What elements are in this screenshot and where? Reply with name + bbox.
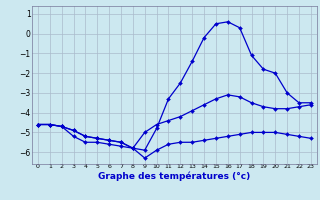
X-axis label: Graphe des températures (°c): Graphe des températures (°c) (98, 172, 251, 181)
